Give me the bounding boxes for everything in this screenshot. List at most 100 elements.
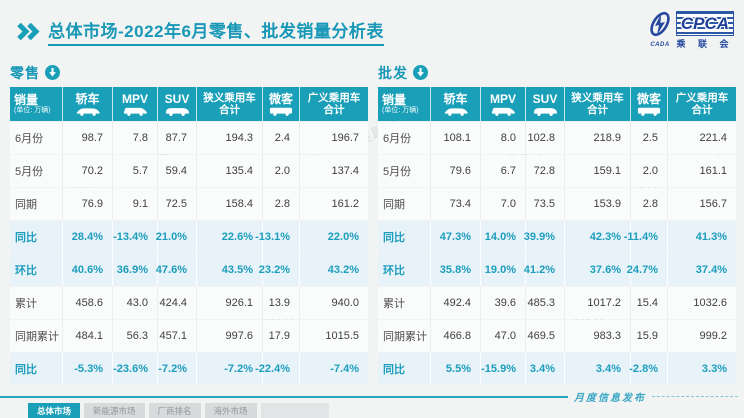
table-cell: 8.0 [481, 122, 526, 154]
table-cell: -22.4% [255, 353, 300, 385]
table-cell: 196.7 [300, 122, 368, 154]
table-cell: 43.5% [197, 254, 263, 286]
table-cell: 457.1 [158, 320, 197, 352]
table-cell: 2.0 [263, 155, 300, 187]
table-cell: 983.3 [565, 320, 631, 352]
table-cell: 28.4% [63, 221, 113, 253]
table-cell: -13.4% [113, 221, 158, 253]
column-header-mpv: MPV [113, 87, 158, 121]
table-cell: 424.4 [158, 287, 197, 319]
table-cell: 1017.2 [565, 287, 631, 319]
table-cell: 159.1 [565, 155, 631, 187]
table-row: 环比 40.6% 36.9% 47.6% 43.5% 23.2% 43.2% [10, 254, 368, 286]
table-row: 同期累计 466.8 47.0 469.5 983.3 15.9 999.2 [378, 320, 736, 352]
column-header-suv: SUV [526, 87, 565, 121]
cpca-logo: CADA CPCA 乘 联 会 [647, 11, 734, 50]
table-cell: 156.7 [668, 188, 736, 220]
table-cell: 7.8 [113, 122, 158, 154]
row-label: 环比 [378, 254, 431, 286]
column-header-mpv: MPV [481, 87, 526, 121]
row-label: 同比 [378, 221, 431, 253]
table-cell: 39.6 [481, 287, 526, 319]
panel-head: 零售 [10, 62, 368, 83]
table-header-row: 销量 (单位: 万辆) 轿车 MPV SUV 狭义乘用车 合计 微客 广义乘用车 合计 [10, 87, 368, 121]
table-cell: 19.0% [481, 254, 526, 286]
cpca-swoosh-icon [647, 11, 673, 44]
column-header-sedan: 轿车 [431, 87, 481, 121]
table-cell: 41.2% [524, 254, 565, 286]
table-row: 同比 47.3% 14.0% 39.9% 42.3% -11.4% 41.3% [378, 221, 736, 253]
table-cell: 76.9 [63, 188, 113, 220]
table-row: 同期 76.9 9.1 72.5 158.4 2.8 161.2 [10, 188, 368, 220]
row-label: 6月份 [378, 122, 431, 154]
table-cell: -2.8% [629, 353, 668, 385]
table-cell: 999.2 [668, 320, 736, 352]
table-body: 6月份 108.1 8.0 102.8 218.9 2.5 221.4 5月份 79.6 6.7 7… [378, 122, 736, 385]
table-cell: 72.8 [526, 155, 565, 187]
panel-title: 批发 [378, 64, 408, 81]
table-cell: 36.9% [113, 254, 158, 286]
table-cell: 15.4 [631, 287, 668, 319]
table-cell: 2.8 [631, 188, 668, 220]
microvan-car-icon [636, 106, 662, 117]
row-label: 同期 [378, 188, 431, 220]
page-title: 总体市场-2022年6月零售、批发销量分析表 [48, 17, 384, 46]
logo-box: CPCA [676, 11, 734, 36]
mpv-car-icon [122, 106, 148, 117]
table-cell: 14.0% [481, 221, 526, 253]
column-header-narrow-total: 狭义乘用车 合计 [197, 87, 263, 121]
table-cell: -7.4% [300, 353, 368, 385]
table-cell: 469.5 [526, 320, 565, 352]
table-cell: 102.8 [526, 122, 565, 154]
column-header-sedan: 轿车 [63, 87, 113, 121]
footer-divider: 月度信息发布 [0, 389, 738, 404]
table-cell: 137.4 [300, 155, 368, 187]
down-arrow-circle-icon [45, 65, 60, 80]
column-header-broad-total: 广义乘用车 合计 [668, 87, 736, 121]
table-cell: 2.5 [631, 122, 668, 154]
table-cell: 221.4 [668, 122, 736, 154]
footer-script-text: 月度信息发布 [574, 393, 646, 404]
table-cell: 1015.5 [300, 320, 368, 352]
table-cell: 5.5% [431, 353, 481, 385]
column-header-microvan: 微客 [263, 87, 300, 121]
suv-car-icon [532, 106, 558, 117]
table-cell: 194.3 [197, 122, 263, 154]
tab-新能源市场[interactable]: 新能源市场 [84, 403, 145, 418]
row-label: 同期累计 [378, 320, 431, 352]
table-cell: 153.9 [565, 188, 631, 220]
table-row: 同期 73.4 7.0 73.5 153.9 2.8 156.7 [378, 188, 736, 220]
tab-厂商排名[interactable]: 厂商排名 [148, 403, 201, 418]
table-cell: -7.2% [158, 353, 197, 385]
table-cell: 940.0 [300, 287, 368, 319]
title-bar: 总体市场-2022年6月零售、批发销量分析表 [16, 17, 384, 46]
table-cell: 484.1 [63, 320, 113, 352]
row-label: 5月份 [10, 155, 63, 187]
table-cell: 41.3% [668, 221, 736, 253]
column-header-microvan: 微客 [631, 87, 668, 121]
table-cell: 47.3% [431, 221, 481, 253]
table-cell: 135.4 [197, 155, 263, 187]
table-cell: 22.0% [300, 221, 368, 253]
table-cell: 161.1 [668, 155, 736, 187]
table-cell: 3.3% [668, 353, 736, 385]
table-cell: 23.2% [259, 254, 300, 286]
divider-dashed-line [652, 396, 738, 397]
row-label: 同期 [10, 188, 63, 220]
table-cell: -11.4% [624, 221, 668, 253]
column-header-metric: 销量 (单位: 万辆) [10, 87, 63, 121]
table-cell: 39.9% [524, 221, 565, 253]
row-label: 累计 [378, 287, 431, 319]
table-row: 同比 28.4% -13.4% 21.0% 22.6% -13.1% 22.0% [10, 221, 368, 253]
tab-海外市场[interactable]: 海外市场 [204, 403, 257, 418]
table-row: 累计 492.4 39.6 485.3 1017.2 15.4 1032.6 [378, 287, 736, 319]
table-cell: 2.4 [263, 122, 300, 154]
table-cell: 3.4% [565, 353, 631, 385]
table-cell: 24.7% [627, 254, 668, 286]
table-row: 累计 458.6 43.0 424.4 926.1 13.9 940.0 [10, 287, 368, 319]
panel-title: 零售 [10, 64, 40, 81]
table-cell: 2.0 [631, 155, 668, 187]
tab-总体市场[interactable]: 总体市场 [28, 403, 81, 418]
logo-acronym: CPCA [680, 13, 730, 33]
